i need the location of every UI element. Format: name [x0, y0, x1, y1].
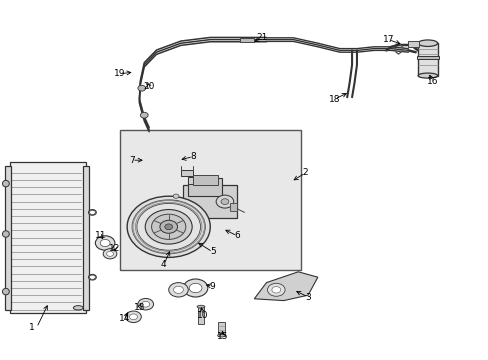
Bar — [217, 322, 225, 336]
Circle shape — [106, 251, 113, 256]
Bar — [416, 56, 438, 59]
Text: 21: 21 — [255, 33, 267, 42]
Bar — [239, 38, 254, 42]
Bar — [193, 175, 217, 185]
Text: 11: 11 — [94, 231, 106, 240]
Circle shape — [95, 236, 115, 250]
Bar — [417, 43, 437, 76]
Text: 5: 5 — [209, 248, 215, 256]
Text: 17: 17 — [382, 35, 394, 44]
Text: 8: 8 — [190, 152, 196, 161]
Circle shape — [189, 283, 202, 293]
Bar — [5, 166, 11, 310]
Circle shape — [100, 239, 110, 247]
Polygon shape — [254, 272, 317, 301]
Text: 15: 15 — [216, 332, 228, 341]
Text: 7: 7 — [129, 156, 135, 165]
Circle shape — [138, 298, 153, 310]
Bar — [197, 307, 204, 324]
Text: 18: 18 — [328, 94, 340, 104]
Ellipse shape — [88, 274, 96, 280]
Bar — [188, 177, 207, 184]
Text: 19: 19 — [114, 69, 125, 78]
Text: 13: 13 — [133, 303, 145, 312]
Bar — [120, 130, 300, 270]
Ellipse shape — [2, 180, 9, 187]
Ellipse shape — [417, 73, 437, 78]
Circle shape — [164, 224, 172, 230]
Circle shape — [151, 214, 185, 239]
Circle shape — [267, 283, 285, 296]
Circle shape — [216, 195, 233, 208]
Ellipse shape — [88, 210, 96, 215]
Text: 14: 14 — [119, 314, 130, 323]
Text: 16: 16 — [426, 77, 438, 85]
Circle shape — [103, 249, 117, 259]
Circle shape — [138, 85, 145, 91]
Text: 10: 10 — [197, 310, 208, 320]
Circle shape — [89, 210, 95, 215]
Circle shape — [140, 112, 148, 118]
Bar — [188, 178, 222, 196]
Ellipse shape — [217, 334, 225, 337]
Text: 6: 6 — [234, 231, 240, 240]
Text: 12: 12 — [109, 244, 121, 253]
Text: 3: 3 — [305, 292, 310, 302]
Text: 1: 1 — [29, 323, 35, 332]
Circle shape — [125, 311, 141, 323]
Bar — [10, 162, 85, 313]
Circle shape — [160, 220, 177, 233]
Text: 9: 9 — [209, 282, 215, 291]
Bar — [229, 203, 237, 211]
Text: 20: 20 — [143, 82, 155, 91]
Text: 4: 4 — [161, 260, 166, 269]
Circle shape — [173, 286, 183, 293]
Circle shape — [137, 203, 200, 250]
Circle shape — [271, 287, 280, 293]
Bar — [183, 185, 237, 218]
Circle shape — [145, 210, 192, 244]
Ellipse shape — [197, 305, 204, 308]
Circle shape — [89, 275, 95, 279]
Ellipse shape — [2, 288, 9, 295]
Ellipse shape — [2, 231, 9, 237]
Ellipse shape — [73, 306, 83, 310]
Circle shape — [132, 200, 205, 254]
Circle shape — [221, 199, 228, 204]
Circle shape — [183, 279, 207, 297]
Circle shape — [142, 301, 149, 307]
Bar — [181, 170, 193, 176]
Circle shape — [127, 196, 210, 257]
Text: 2: 2 — [302, 168, 308, 177]
Circle shape — [168, 283, 188, 297]
Bar — [83, 166, 89, 310]
Circle shape — [172, 201, 180, 206]
Circle shape — [173, 194, 179, 198]
Ellipse shape — [417, 40, 437, 46]
Circle shape — [129, 314, 137, 320]
Bar — [407, 41, 418, 47]
